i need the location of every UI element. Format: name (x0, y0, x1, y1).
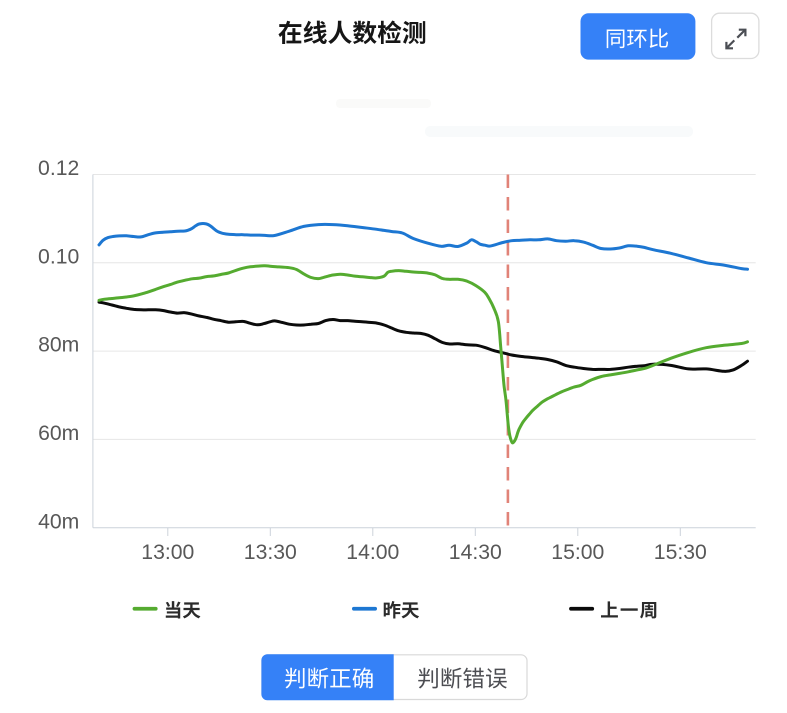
svg-text:0.10: 0.10 (38, 245, 79, 268)
svg-text:40m: 40m (38, 510, 79, 533)
svg-text:14:00: 14:00 (346, 541, 399, 564)
svg-text:15:00: 15:00 (551, 541, 604, 564)
svg-text:14:30: 14:30 (449, 541, 502, 564)
svg-text:80m: 80m (38, 334, 79, 357)
svg-text:15:30: 15:30 (654, 541, 707, 564)
svg-text:0.12: 0.12 (38, 157, 79, 180)
svg-text:60m: 60m (38, 422, 79, 445)
svg-text:13:00: 13:00 (141, 541, 194, 564)
svg-text:13:30: 13:30 (244, 541, 297, 564)
